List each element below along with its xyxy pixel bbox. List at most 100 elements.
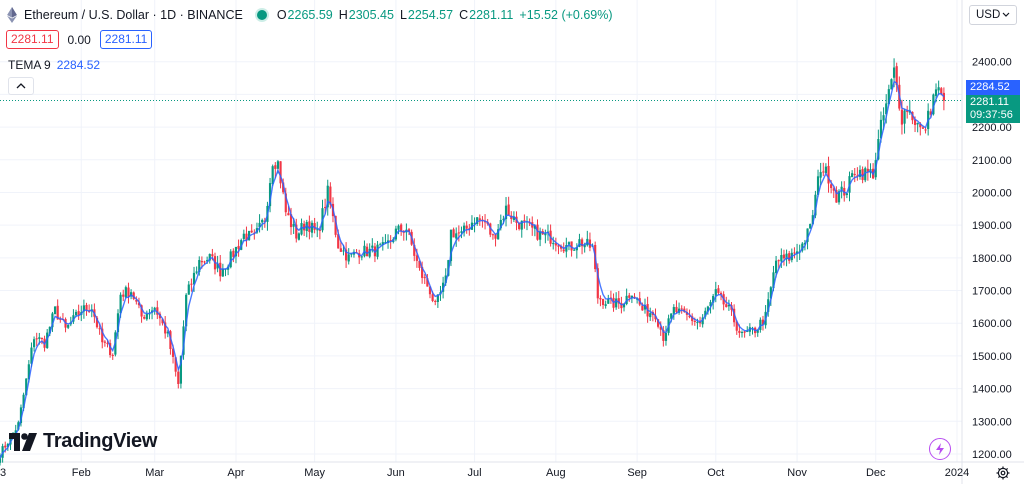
- candle-body: [127, 287, 130, 297]
- candle-body: [599, 297, 602, 300]
- candle-body: [292, 224, 295, 227]
- time-axis-label: 2024: [945, 467, 969, 479]
- candle-body: [258, 222, 261, 228]
- candle-body: [567, 242, 571, 245]
- indicator-legend[interactable]: TEMA 9 2284.52: [8, 58, 100, 72]
- candle-body: [287, 213, 290, 216]
- candle-body: [35, 338, 38, 340]
- trade-buttons: 2281.11 0.00 2281.11: [6, 30, 153, 49]
- indicator-value: 2284.52: [56, 58, 101, 72]
- candle-body: [588, 239, 592, 248]
- candle-body: [573, 249, 576, 251]
- candle-body: [504, 205, 508, 220]
- buy-button[interactable]: 2281.11: [99, 30, 153, 49]
- candle-body: [77, 311, 80, 315]
- candle-body: [929, 111, 932, 115]
- brand-name: TradingView: [43, 430, 158, 452]
- candle-body: [200, 261, 203, 263]
- candle-body: [242, 233, 245, 239]
- change-value: +15.52 (+0.69%): [519, 8, 613, 22]
- candle-body: [782, 254, 786, 259]
- candle-body: [767, 299, 770, 312]
- candle-body: [693, 320, 696, 322]
- time-axis-label: Apr: [227, 467, 244, 479]
- candle-body: [502, 218, 505, 220]
- candle-body: [237, 245, 240, 249]
- candle-body: [706, 306, 710, 312]
- candle-body: [350, 253, 353, 255]
- candle-body: [53, 306, 57, 315]
- candle-body: [85, 304, 88, 311]
- high-label: H: [338, 8, 348, 22]
- candle-body: [444, 275, 447, 283]
- candle-body: [326, 185, 329, 208]
- candle-body: [512, 216, 515, 220]
- candle-body: [30, 347, 33, 364]
- candle-body: [166, 331, 169, 334]
- candle-body: [436, 294, 439, 302]
- candle-body: [101, 328, 104, 343]
- candle-body: [714, 289, 717, 296]
- candle-body: [520, 220, 523, 230]
- candle-body: [313, 223, 316, 230]
- candle-body: [719, 292, 723, 295]
- market-status-dot[interactable]: [256, 10, 267, 20]
- candle-body: [780, 255, 783, 262]
- ethereum-icon: [7, 7, 17, 23]
- candle-body: [620, 302, 623, 309]
- candle-body: [384, 242, 387, 244]
- candle-body: [570, 241, 573, 251]
- candle-body: [334, 215, 337, 235]
- candle-body: [174, 357, 177, 372]
- currency-label: USD: [976, 9, 1001, 21]
- candle-body: [413, 244, 416, 256]
- symbol-legend: Ethereum / U.S. Dollar · 1D · BINANCE O …: [6, 5, 619, 25]
- settings-gear-icon[interactable]: [996, 466, 1010, 480]
- candle-body: [190, 283, 193, 285]
- currency-select[interactable]: USD: [969, 5, 1017, 25]
- candle-body: [365, 246, 369, 257]
- candle-body: [604, 304, 607, 306]
- candle-body: [98, 328, 101, 330]
- candle-body: [827, 165, 830, 184]
- indicator-name[interactable]: TEMA 9: [8, 58, 51, 72]
- candle-body: [816, 176, 820, 195]
- candle-body: [659, 326, 662, 330]
- candle-body: [428, 286, 432, 295]
- candle-body: [643, 304, 647, 310]
- candle-body: [111, 355, 114, 357]
- candle-body: [885, 103, 888, 115]
- lightning-icon[interactable]: [929, 438, 951, 460]
- candle-body: [559, 246, 563, 249]
- candle-body: [879, 119, 883, 139]
- sell-button[interactable]: 2281.11: [6, 30, 59, 49]
- candle-body: [22, 394, 25, 409]
- candle-body: [462, 225, 466, 233]
- candle-body: [725, 304, 728, 308]
- candle-body: [324, 206, 327, 208]
- candle-body: [562, 249, 565, 252]
- symbol-title[interactable]: Ethereum / U.S. Dollar · 1D · BINANCE: [24, 8, 243, 22]
- candle-body: [17, 422, 20, 430]
- candle-body: [143, 316, 146, 319]
- candle-body: [103, 341, 106, 343]
- low-label: L: [399, 8, 407, 22]
- candle-body: [761, 319, 765, 325]
- time-axis[interactable]: 23 Feb Mar Apr May Jun Jul Aug Sep Oct Nov Dec 2024: [0, 467, 969, 479]
- candle-body: [877, 139, 880, 160]
- candle-body: [329, 186, 332, 205]
- candle-body: [578, 239, 581, 247]
- candle-body: [717, 288, 720, 293]
- time-axis-label: Jun: [387, 467, 405, 479]
- tradingview-logo[interactable]: TradingView: [9, 430, 157, 453]
- candle-body: [27, 364, 30, 380]
- candle-body: [497, 229, 500, 240]
- price-axis-label: 1500.00: [972, 351, 1012, 363]
- candle-body: [376, 244, 379, 257]
- candle-body: [688, 315, 691, 318]
- candle-body: [830, 184, 833, 189]
- collapse-legend-button[interactable]: [8, 77, 34, 95]
- candle-body: [740, 332, 744, 334]
- candle-body: [247, 230, 251, 240]
